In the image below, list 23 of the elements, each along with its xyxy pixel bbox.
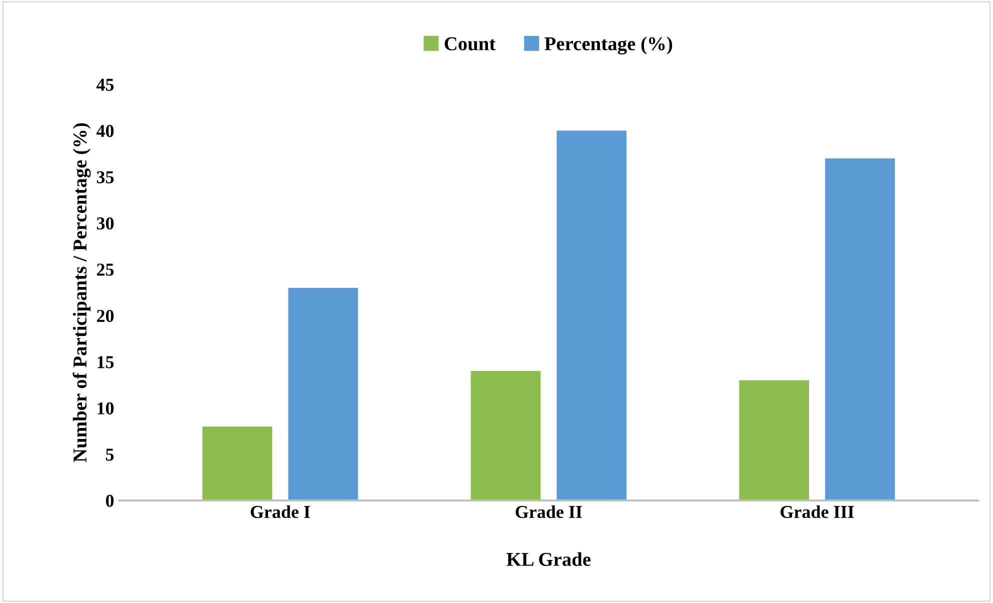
y-tick-label: 45 xyxy=(96,78,114,91)
y-tick-label: 20 xyxy=(97,310,114,322)
x-tick-label: Grade II xyxy=(516,505,582,518)
x-axis-title: KL Grade xyxy=(506,552,591,566)
y-tick-label: 0 xyxy=(106,494,114,507)
y-tick-label: 25 xyxy=(97,264,114,276)
bar xyxy=(470,371,541,500)
legend-label: Count xyxy=(444,37,496,50)
y-tick-label: 40 xyxy=(96,124,114,138)
x-tick-label: Grade III xyxy=(780,505,854,518)
y-tick-label: 35 xyxy=(96,171,114,184)
bar xyxy=(288,288,358,500)
bar xyxy=(739,380,809,500)
bar xyxy=(556,130,626,500)
y-tick-label: 15 xyxy=(98,356,114,368)
y-axis-title: Number of Participants / Percentage (%) xyxy=(72,123,91,462)
y-tick-label: 10 xyxy=(98,402,114,414)
bar xyxy=(202,426,272,500)
y-tick-label: 5 xyxy=(106,448,114,461)
bar xyxy=(825,158,895,500)
legend-label: Percentage (%) xyxy=(544,36,672,54)
y-tick-label: 30 xyxy=(96,217,114,230)
x-tick-label: Grade I xyxy=(250,505,310,518)
